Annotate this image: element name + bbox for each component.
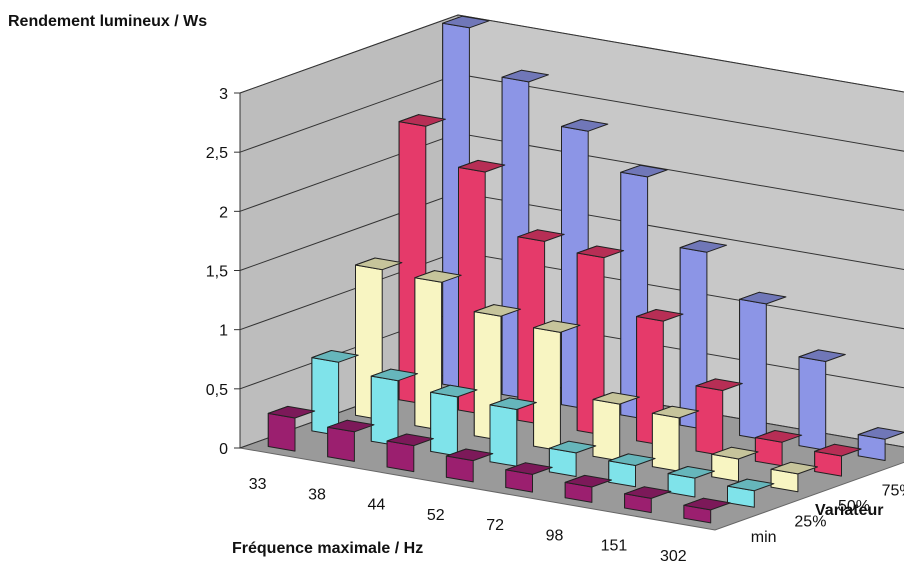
x-tick-label: 33 xyxy=(249,476,267,493)
bar-25%-151 xyxy=(667,466,715,498)
bar-25%-98 xyxy=(608,453,656,488)
z-tick-label: 50% xyxy=(838,498,870,515)
x-tick-label: 44 xyxy=(368,497,386,514)
x-tick-label: 302 xyxy=(660,548,687,563)
bar-50%-38 xyxy=(414,270,462,431)
bar-25%-33 xyxy=(311,350,359,436)
gridline xyxy=(239,14,904,94)
bar-min-38 xyxy=(327,419,375,462)
y-tick-label: 0 xyxy=(219,441,228,458)
z-tick-label: 75% xyxy=(882,482,904,499)
chart-y-title: Rendement lumineux / Ws xyxy=(8,13,208,30)
y-tick-label: 0,5 xyxy=(206,382,228,399)
x-tick-label: 151 xyxy=(601,538,628,555)
chart-z-title: Variateur xyxy=(815,502,884,519)
bar-min-72 xyxy=(505,462,553,493)
bar-75%-52 xyxy=(576,245,625,436)
bar-25%-44 xyxy=(430,384,478,457)
bar-100%-151 xyxy=(798,349,846,451)
z-tick-label: 25% xyxy=(794,514,826,531)
chart-x-title: Fréquence maximale / Hz xyxy=(232,540,424,557)
bar-min-151 xyxy=(624,486,672,514)
bar-75%-72 xyxy=(636,309,684,446)
bar-min-33 xyxy=(267,405,316,452)
bar-75%-98 xyxy=(695,378,743,457)
bar-min-52 xyxy=(445,448,494,483)
bar-50%-302 xyxy=(770,461,818,493)
bar-25%-302 xyxy=(727,478,775,508)
bar-100%-302 xyxy=(857,427,904,461)
bar-min-302 xyxy=(683,497,731,524)
bar-50%-151 xyxy=(711,446,759,482)
x-tick-label: 98 xyxy=(546,527,564,544)
bar-min-44 xyxy=(386,433,434,473)
bar-50%-72 xyxy=(592,392,640,462)
bar-50%-52 xyxy=(533,320,581,452)
y-tick-label: 3 xyxy=(219,86,228,103)
bar-25%-38 xyxy=(370,368,419,447)
y-tick-label: 1 xyxy=(219,323,228,340)
bar-75%-302 xyxy=(814,443,862,477)
bar-25%-72 xyxy=(548,440,597,477)
bar-min-98 xyxy=(564,474,612,503)
bar-25%-52 xyxy=(489,397,537,467)
z-tick-label: min xyxy=(751,529,777,546)
y-tick-label: 2 xyxy=(219,204,228,221)
x-tick-label: 38 xyxy=(308,486,326,503)
y-tick-label: 1,5 xyxy=(206,264,228,281)
bar-50%-98 xyxy=(651,405,700,472)
bar-75%-151 xyxy=(754,430,803,467)
y-tick-label: 2,5 xyxy=(206,145,228,162)
x-tick-label: 72 xyxy=(486,517,504,534)
bar-100%-98 xyxy=(739,291,787,441)
x-tick-label: 52 xyxy=(427,507,445,524)
